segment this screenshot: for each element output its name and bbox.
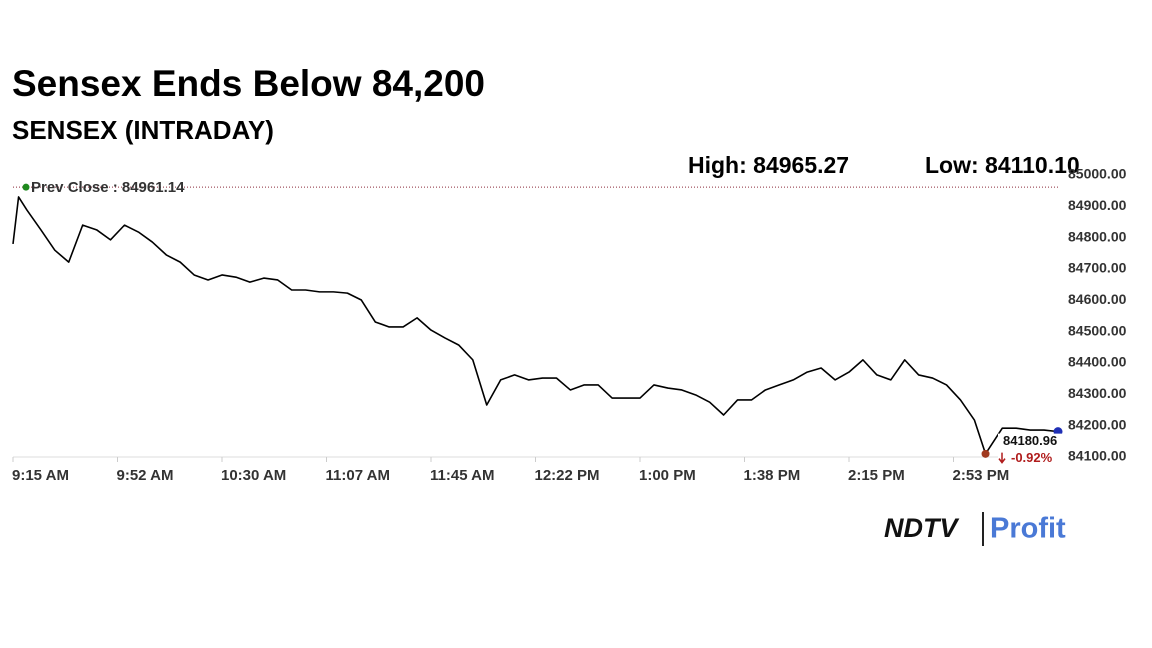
down-arrow <box>998 452 1006 464</box>
last-label-bg <box>998 433 1066 467</box>
x-tick-label: 2:15 PM <box>848 467 905 484</box>
y-tick-label: 84600.00 <box>1068 291 1127 307</box>
y-tick-label: 85000.00 <box>1068 166 1127 182</box>
x-tick-label: 11:07 AM <box>326 467 390 484</box>
line-series <box>12 196 1059 455</box>
low-label: Low: 84110.10 <box>925 152 1080 178</box>
change-label: -0.92% <box>1011 450 1053 465</box>
x-tick-label: 11:45 AM <box>430 467 494 484</box>
x-tick-label: 1:38 PM <box>744 467 801 484</box>
x-tick-label: 12:22 PM <box>535 467 600 484</box>
y-tick-label: 84400.00 <box>1068 354 1127 370</box>
brand-name: NDTV <box>884 513 959 543</box>
high-label: High: 84965.27 <box>688 152 849 178</box>
last-label: 84180.96 <box>1003 433 1057 448</box>
y-tick-label: 84300.00 <box>1068 385 1127 401</box>
y-tick-label: 84800.00 <box>1068 228 1127 244</box>
chart-subtitle: SENSEX (INTRADAY) <box>12 115 274 145</box>
y-tick-label: 84100.00 <box>1068 448 1127 464</box>
x-tick-label: 2:53 PM <box>953 467 1010 484</box>
y-tick-label: 84700.00 <box>1068 260 1127 276</box>
x-tick-label: 10:30 AM <box>221 467 286 484</box>
prev-close-dot <box>22 183 30 191</box>
y-tick-label: 84200.00 <box>1068 416 1127 432</box>
x-tick-label: 9:15 AM <box>12 467 69 484</box>
y-tick-label: 84500.00 <box>1068 322 1127 338</box>
x-tick-label: 1:00 PM <box>639 467 696 484</box>
chart-title: Sensex Ends Below 84,200 <box>12 63 485 104</box>
prev-close-label: Prev Close : 84961.14 <box>31 179 185 196</box>
x-tick-label: 9:52 AM <box>117 467 174 484</box>
low-dot <box>981 449 990 458</box>
y-tick-label: 84900.00 <box>1068 197 1127 213</box>
brand-product: Profit <box>990 513 1066 545</box>
